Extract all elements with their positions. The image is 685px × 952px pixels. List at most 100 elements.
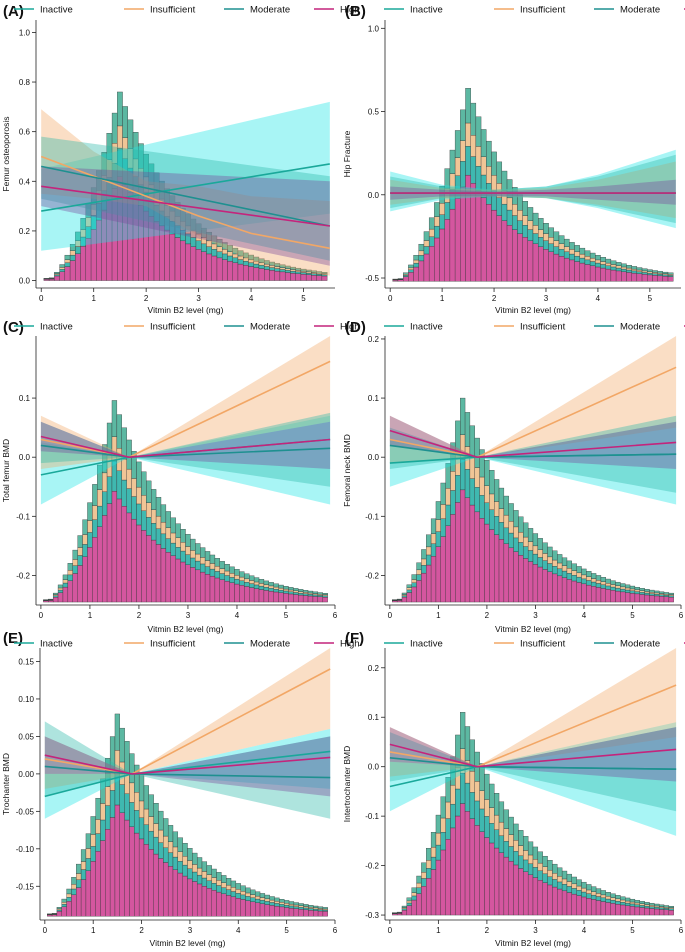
histogram-bar [469, 771, 475, 793]
histogram-bar [67, 570, 73, 576]
histogram-bar [206, 253, 212, 281]
histogram-bar [322, 593, 328, 595]
histogram-bar [610, 266, 617, 271]
histogram-bar [464, 811, 471, 916]
histogram-bar [631, 270, 638, 274]
histogram-bar [303, 907, 309, 910]
histogram-bar [153, 836, 159, 855]
histogram-bar [316, 274, 323, 276]
legend-label: Inactive [410, 322, 443, 333]
histogram-bar [136, 524, 142, 603]
histogram-bar [548, 251, 554, 282]
histogram-bar [72, 549, 78, 560]
histogram-bar [513, 551, 519, 603]
histogram-bar [537, 851, 543, 864]
histogram-bar [92, 537, 98, 603]
histogram-bar [219, 568, 225, 574]
histogram-bar [245, 887, 251, 894]
histogram-bar [569, 242, 575, 250]
histogram-bar [625, 900, 631, 904]
histogram-bar [421, 549, 427, 560]
confidence-bands [389, 336, 677, 505]
histogram-bar [449, 208, 456, 282]
histogram-bar [136, 461, 142, 488]
histogram-bar [542, 866, 548, 875]
histogram-bar [532, 225, 539, 234]
histogram-bar [274, 268, 281, 272]
histogram-bar [234, 569, 240, 576]
histogram-bar [134, 764, 140, 793]
histogram-bar [175, 547, 181, 560]
histogram-bar [279, 906, 285, 917]
histogram-bar [129, 753, 135, 784]
histogram-bar [537, 557, 543, 568]
histogram-bar [146, 535, 152, 603]
histogram-bar [293, 908, 299, 917]
histogram-bar [508, 503, 514, 522]
histogram-bar [574, 261, 580, 282]
confidence-band-insufficient [389, 648, 677, 777]
y-tick-label: 0.0 [19, 277, 31, 286]
histogram-bar [523, 536, 529, 547]
panel-c: (C) Inactive Insufficient Moderate High -0.… [1, 319, 360, 634]
histogram-bar [435, 546, 441, 603]
histogram-bar [244, 578, 250, 583]
histogram-bar [576, 582, 582, 603]
y-tick-label: 0.0 [19, 453, 31, 462]
histogram-bar [273, 583, 279, 588]
histogram-bar [561, 890, 568, 916]
histogram-bar [641, 270, 648, 273]
histogram-bar [72, 573, 78, 603]
histogram-bar [283, 586, 289, 590]
histogram-bar [114, 713, 120, 751]
histogram-bar [317, 909, 324, 912]
histogram-bar [538, 246, 544, 282]
histogram-bar [494, 479, 500, 502]
histogram-bar [263, 580, 270, 585]
histogram-bar [111, 112, 118, 144]
histogram-bar [72, 565, 78, 574]
histogram-bar [222, 253, 228, 260]
histogram-bar [293, 590, 299, 593]
histogram-bar [195, 553, 201, 562]
y-tick-label: 0.10 [18, 695, 34, 704]
histogram-bar [201, 243, 207, 252]
histogram-bar [106, 503, 113, 603]
histogram-bar [600, 897, 606, 902]
histogram-bar [523, 546, 529, 559]
x-tick-label: 6 [333, 611, 338, 620]
legend-item: Inactive [384, 639, 443, 650]
histogram-bar [321, 272, 328, 274]
histogram-bar [615, 895, 621, 900]
histogram-bar [177, 837, 183, 852]
histogram-bar [85, 870, 91, 917]
histogram-bar [77, 565, 83, 603]
histogram-bar [532, 859, 539, 868]
legend-label: Moderate [620, 639, 660, 650]
histogram-bar [195, 569, 201, 603]
histogram-bar [479, 831, 485, 916]
histogram-bar [124, 819, 130, 917]
histogram-bar [219, 573, 225, 580]
histogram-bar [80, 879, 87, 917]
histogram-bar [234, 578, 240, 585]
histogram-bar [250, 897, 256, 902]
histogram-bar [532, 846, 539, 860]
histogram-bar [214, 558, 220, 567]
histogram-bar [474, 467, 480, 488]
histogram-bar [498, 821, 505, 836]
y-tick-label: 0.2 [19, 227, 31, 236]
histogram-bar [576, 572, 582, 578]
histogram-bar [85, 833, 91, 849]
histogram-bar [423, 246, 430, 255]
x-tick-label: 6 [679, 926, 684, 935]
histogram-bar [563, 238, 570, 247]
histogram-bar [293, 902, 299, 906]
histogram-bar [406, 592, 412, 603]
histogram-bar [581, 574, 587, 580]
histogram-bar [206, 874, 212, 881]
histogram-bar [508, 816, 514, 835]
histogram-bar [138, 775, 145, 802]
histogram-bar [532, 553, 539, 565]
histogram-bar [258, 589, 265, 603]
